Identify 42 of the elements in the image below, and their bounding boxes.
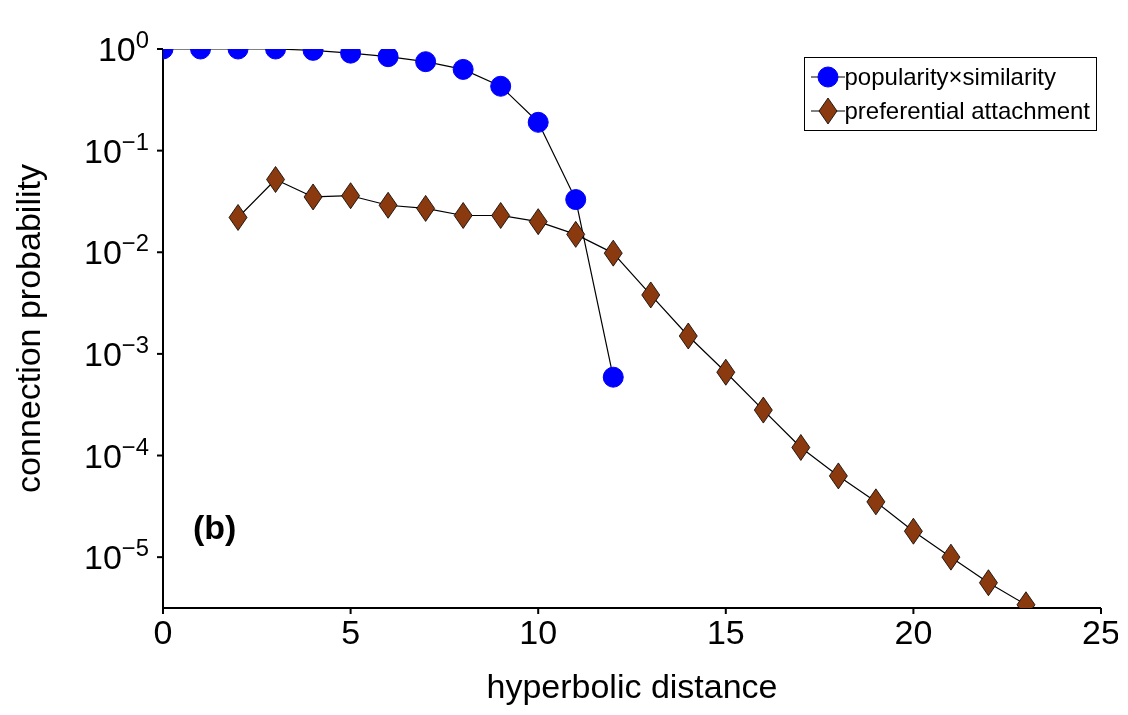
point xyxy=(303,183,323,211)
x-tick-label: 10 xyxy=(519,613,558,651)
x-tick-label: 5 xyxy=(341,613,361,651)
point xyxy=(415,51,437,73)
point xyxy=(528,208,548,236)
point xyxy=(490,75,512,97)
x-tick-label: 25 xyxy=(1082,613,1120,651)
point xyxy=(527,111,549,133)
y-tick-label: 10$^{−3}$ xyxy=(84,330,149,373)
point xyxy=(941,543,961,571)
annotation: (b) xyxy=(193,508,237,547)
point xyxy=(377,49,399,68)
y-tick-label: 10$^{−2}$ xyxy=(84,228,149,272)
legend-label: popularity×similarity xyxy=(844,62,1056,92)
point xyxy=(416,195,436,222)
point xyxy=(866,488,886,516)
point xyxy=(791,434,811,461)
point xyxy=(565,189,587,211)
point xyxy=(753,396,773,424)
y-tick-label: 10$^{−4}$ xyxy=(84,432,149,475)
x-tick-label: 20 xyxy=(894,613,933,651)
point xyxy=(452,58,474,80)
point xyxy=(266,166,285,193)
point xyxy=(716,358,736,386)
y-axis-title: connection probability xyxy=(9,164,48,493)
y-tick-label: 10$^{−1}$ xyxy=(84,127,149,170)
x-tick-label: 15 xyxy=(706,613,745,651)
point xyxy=(602,366,624,388)
point xyxy=(378,191,398,219)
point xyxy=(678,322,698,350)
point xyxy=(641,281,661,309)
point xyxy=(491,202,511,229)
legend-label: preferential attachment xyxy=(844,96,1090,126)
point xyxy=(828,462,848,490)
x-axis-title: hyperbolic distance xyxy=(486,667,778,705)
point xyxy=(603,239,623,267)
y-tick-label: 10$^{0}$ xyxy=(97,25,149,68)
point xyxy=(453,202,473,229)
y-tick-label: 10$^{−5}$ xyxy=(84,533,149,577)
point xyxy=(566,220,586,248)
x-tick-label: 0 xyxy=(153,613,173,651)
point xyxy=(228,204,248,231)
